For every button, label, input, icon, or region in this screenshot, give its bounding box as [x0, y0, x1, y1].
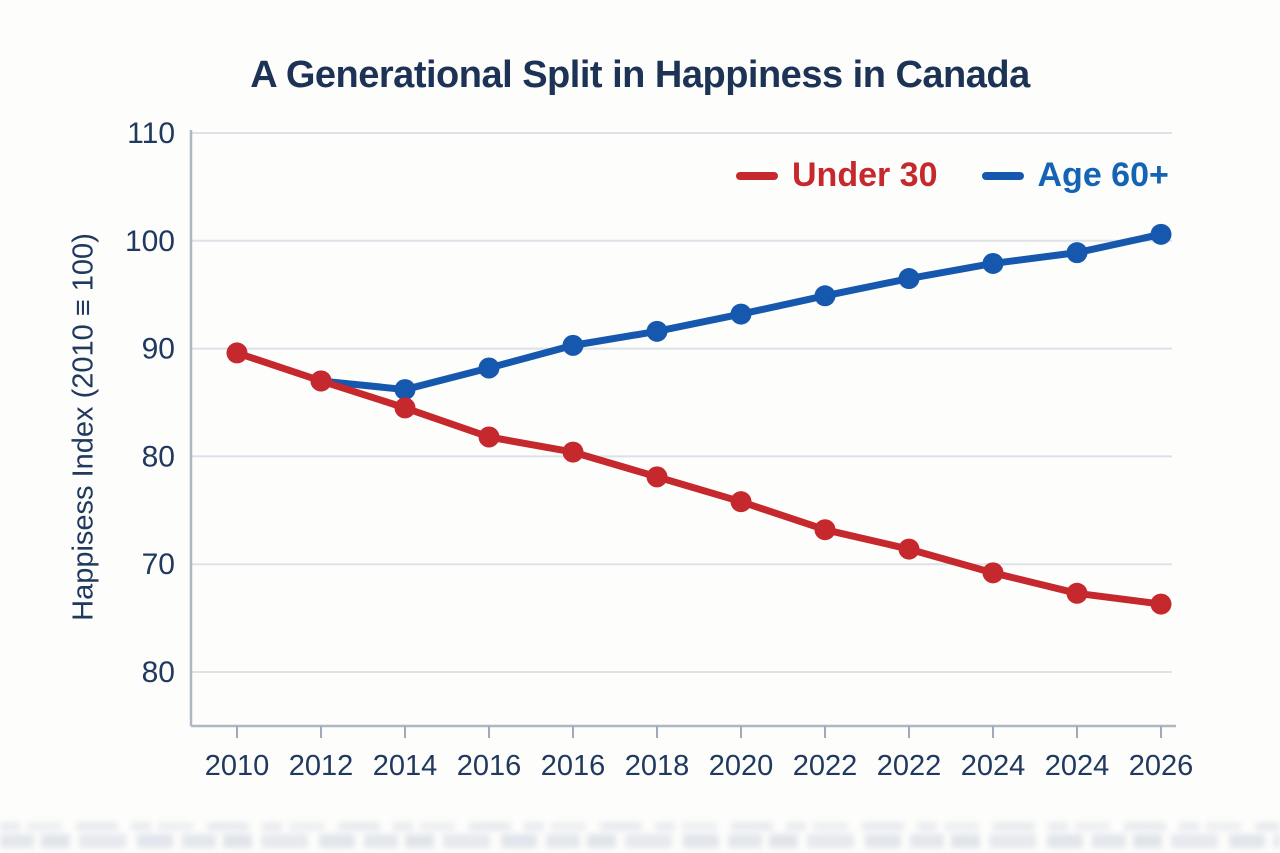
x-tick-label: 2024	[1045, 750, 1110, 782]
data-point-series-1	[394, 379, 416, 401]
legend-label-age-60: Age 60+	[1037, 156, 1169, 194]
series-line-0	[233, 349, 1165, 608]
data-point-series-1	[478, 357, 500, 379]
data-point-series-1	[646, 320, 668, 342]
data-point-series-0	[562, 441, 584, 463]
x-tick-label: 2024	[961, 750, 1026, 782]
data-point-series-1	[562, 334, 584, 356]
data-point-series-0	[646, 466, 668, 488]
x-tick-label: 2012	[289, 750, 354, 782]
x-tick-label: 2016	[541, 750, 606, 782]
y-tick-label: 80	[142, 440, 175, 473]
data-point-series-0	[478, 426, 500, 448]
data-point-series-0	[1066, 582, 1088, 604]
x-tick-label: 2022	[793, 750, 858, 782]
legend-item-age-60: Age 60+	[981, 156, 1169, 195]
x-tick-label: 2022	[877, 750, 942, 782]
data-point-series-0	[226, 342, 248, 364]
y-tick-label: 80	[142, 656, 175, 689]
legend-swatch-age-60	[981, 171, 1024, 180]
data-point-series-0	[982, 562, 1004, 584]
data-point-series-1	[730, 303, 752, 325]
legend-swatch-under-30	[736, 171, 778, 180]
legend: Under 30 Age 60+	[736, 156, 1169, 195]
y-tick-label: 100	[125, 225, 175, 258]
legend-label-under-30: Under 30	[792, 156, 938, 194]
data-point-series-1	[982, 252, 1004, 274]
data-point-series-1	[814, 285, 836, 307]
data-point-series-0	[730, 491, 752, 513]
blurred-text-artifact	[0, 834, 1280, 848]
x-tick-label: 2018	[625, 750, 690, 782]
blurred-text-artifact	[0, 822, 1280, 831]
x-tick-label: 2016	[457, 750, 522, 782]
x-tick-label: 2020	[709, 750, 774, 782]
x-tick-label: 2010	[205, 750, 270, 782]
data-point-series-1	[898, 268, 920, 290]
data-point-series-0	[310, 370, 332, 392]
data-point-series-1	[1150, 223, 1172, 245]
data-point-series-0	[814, 519, 836, 541]
data-point-series-1	[1066, 242, 1088, 264]
data-point-series-0	[898, 538, 920, 560]
data-point-series-0	[1150, 593, 1172, 615]
chart-title: A Generational Split in Happiness in Can…	[250, 54, 1030, 96]
y-tick-label: 70	[142, 548, 175, 581]
x-tick-label: 2026	[1129, 750, 1194, 782]
legend-item-under-30: Under 30	[736, 156, 938, 195]
y-tick-label: 90	[142, 333, 175, 366]
data-point-series-0	[394, 397, 416, 419]
y-tick-label: 110	[127, 117, 175, 150]
x-tick-label: 2014	[373, 750, 438, 782]
